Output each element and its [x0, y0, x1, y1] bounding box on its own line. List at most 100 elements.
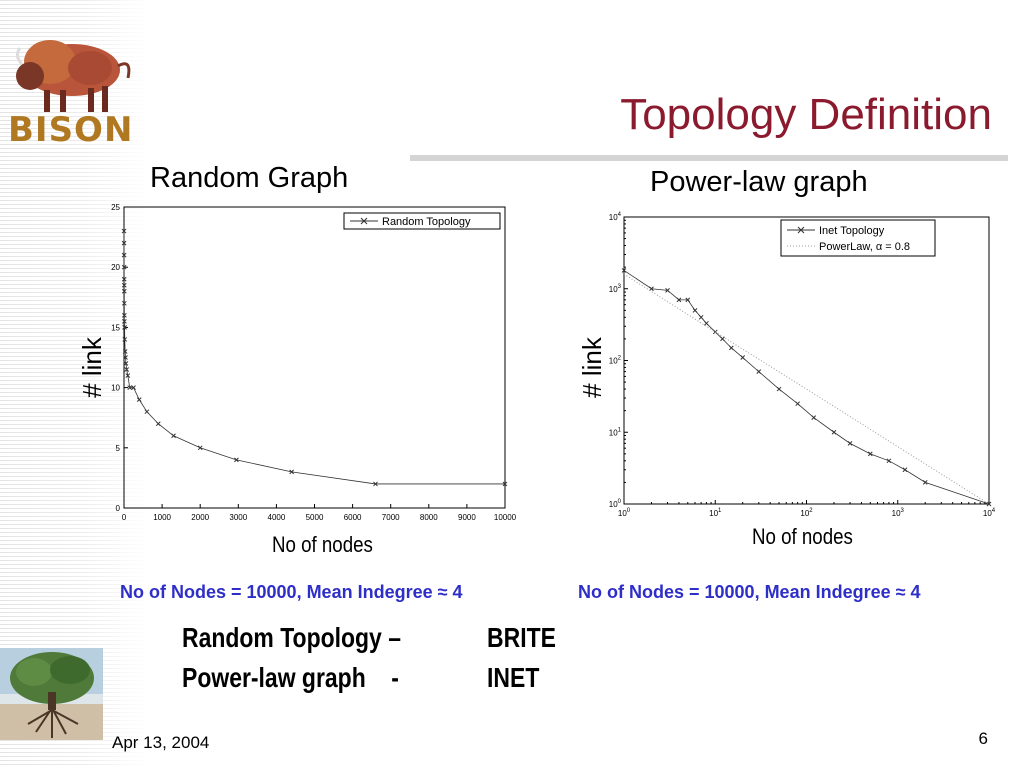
assignment-graph: Random Topology –	[182, 622, 401, 653]
data-point	[811, 415, 817, 420]
data-point	[122, 349, 128, 354]
data-point	[144, 409, 150, 415]
x-tick-label: 101	[709, 508, 722, 518]
y-tick-label: 104	[609, 212, 622, 222]
data-point	[776, 386, 782, 392]
x-tick-label: 100	[618, 508, 631, 518]
bison-logo	[0, 28, 140, 152]
series-line	[623, 273, 990, 505]
data-point	[676, 297, 682, 303]
footer-date: Apr 13, 2004	[112, 733, 210, 752]
tree-image	[0, 648, 103, 740]
data-point	[698, 314, 704, 320]
y-tick-label: 100	[609, 499, 622, 509]
x-tick-label: 3000	[229, 513, 247, 522]
data-point	[121, 264, 127, 270]
data-point	[728, 345, 734, 351]
assignment-powerlaw: Power-law graph - INET	[182, 662, 539, 694]
x-tick-label: 0	[122, 513, 127, 522]
y-tick-label: 25	[111, 203, 120, 212]
power-law-chart: 100 101 102 103 104 100 101 102 103 104 Inet Topol…	[609, 212, 996, 518]
data-point	[122, 325, 127, 330]
y-tick-label: 102	[609, 356, 622, 366]
page-number: 6	[978, 729, 988, 748]
data-point	[121, 313, 127, 318]
data-point	[847, 441, 853, 446]
data-point	[131, 385, 136, 390]
data-point	[886, 458, 892, 464]
plot-frame	[123, 206, 506, 509]
x-tick-label: 102	[800, 508, 813, 518]
data-point	[123, 361, 129, 366]
data-point	[124, 367, 130, 372]
data-point	[740, 355, 746, 360]
data-point	[831, 429, 837, 435]
x-tick-label: 8000	[420, 513, 438, 522]
data-point	[756, 369, 762, 374]
data-point	[155, 421, 161, 427]
data-point	[234, 457, 239, 463]
y-tick-label: 0	[116, 504, 121, 513]
left-chart-subtitle: Random Graph	[150, 162, 349, 194]
data-point	[665, 287, 670, 293]
data-point	[121, 228, 127, 234]
data-point	[122, 319, 127, 324]
data-point	[121, 252, 127, 258]
legend-label: PowerLaw, α = 0.8	[819, 241, 910, 253]
x-tick-label: 4000	[268, 513, 286, 522]
legend-box	[343, 212, 501, 230]
data-point	[123, 355, 128, 360]
right-chart-subtitle: Power-law graph	[650, 166, 868, 198]
data-point	[121, 288, 127, 294]
plot-frame	[623, 216, 990, 505]
series-line	[123, 231, 505, 485]
data-point	[720, 336, 725, 342]
x-tick-label: 1000	[153, 513, 171, 522]
legend-box	[780, 219, 936, 257]
assignment-tool: BRITE	[487, 622, 556, 653]
data-point	[122, 337, 128, 342]
data-point	[171, 433, 176, 439]
x-tick-label: 7000	[382, 513, 400, 522]
right-x-axis-label: No of nodes	[752, 524, 853, 549]
y-tick-label: 5	[116, 444, 121, 453]
y-tick-label: 15	[111, 323, 120, 332]
data-point	[121, 300, 127, 306]
x-tick-label: 104	[983, 508, 996, 518]
logo-text: BISON	[8, 110, 134, 150]
data-point	[373, 481, 378, 487]
y-tick-label: 101	[609, 427, 622, 437]
x-tick-label: 5000	[306, 513, 324, 522]
legend-marker	[797, 226, 805, 234]
data-point	[136, 397, 142, 402]
data-point	[704, 320, 709, 326]
page-title: Topology Definition	[620, 90, 992, 139]
left-chart-note: No of Nodes = 10000, Mean Indegree ≈ 4	[120, 582, 463, 602]
data-point	[121, 282, 127, 288]
right-y-axis-label: # link	[576, 337, 607, 398]
data-point	[125, 373, 131, 378]
y-tick-label: 20	[111, 263, 120, 272]
title-divider	[410, 155, 1008, 161]
right-chart-note: No of Nodes = 10000, Mean Indegree ≈ 4	[578, 582, 921, 602]
data-point	[922, 480, 928, 485]
legend-label: Random Topology	[382, 216, 471, 228]
data-point	[121, 276, 127, 282]
series-line	[623, 270, 990, 505]
data-point	[867, 451, 873, 457]
data-point	[692, 307, 698, 313]
bison-icon	[15, 40, 131, 112]
legend-label: Inet Topology	[819, 225, 885, 237]
x-tick-label: 10000	[494, 513, 517, 522]
data-point	[289, 469, 294, 475]
x-tick-label: 9000	[458, 513, 476, 522]
data-point	[127, 385, 133, 390]
data-point	[795, 401, 801, 407]
data-point	[502, 481, 508, 487]
x-tick-label: 103	[892, 508, 905, 518]
left-x-axis-label: No of nodes	[272, 532, 373, 557]
x-tick-label: 6000	[344, 513, 362, 522]
assignment-tool: INET	[487, 662, 540, 693]
data-point	[621, 268, 627, 273]
left-stripe-background	[0, 0, 150, 768]
